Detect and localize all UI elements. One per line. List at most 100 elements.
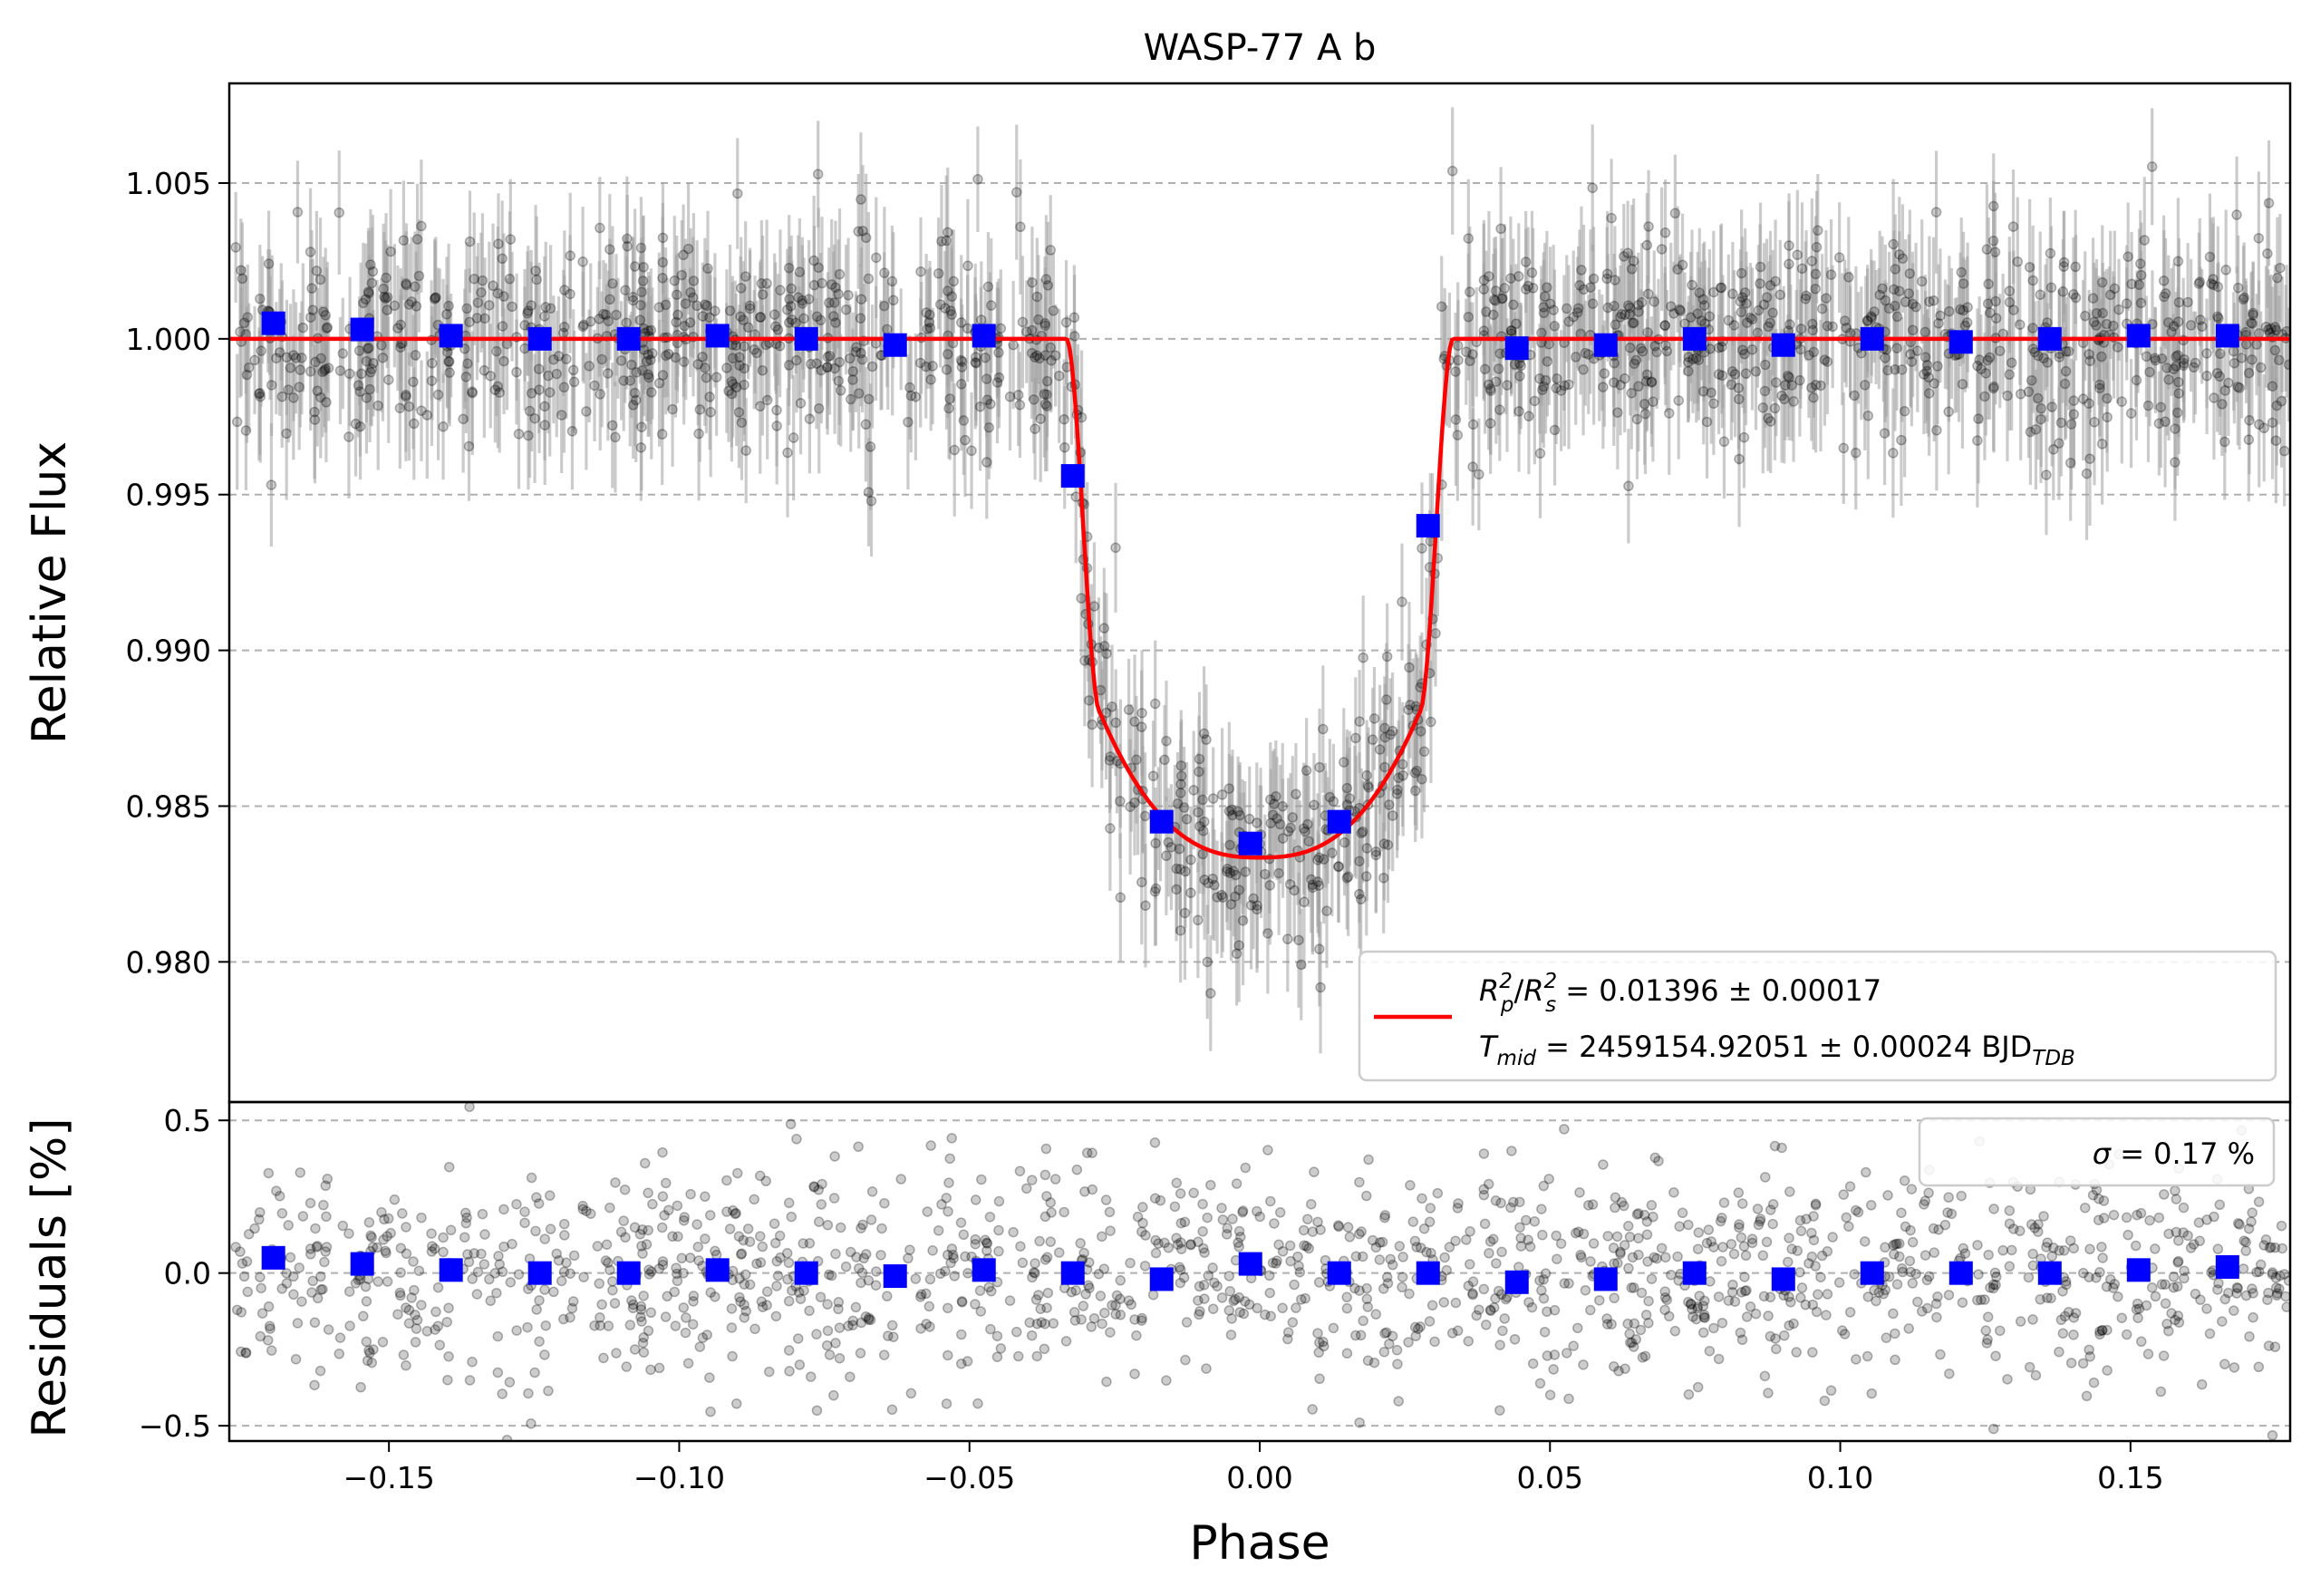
residual-point <box>1641 1351 1650 1360</box>
flux-point <box>2034 352 2043 361</box>
flux-point <box>1650 342 1659 351</box>
residual-point <box>2202 1304 2211 1313</box>
flux-binned-point <box>1150 810 1174 834</box>
flux-point <box>635 315 644 324</box>
residual-point <box>319 1201 328 1210</box>
residual-point <box>1764 1388 1773 1398</box>
residual-point <box>621 1185 630 1195</box>
residual-point <box>356 1383 365 1392</box>
flux-point <box>1175 845 1184 854</box>
flux-point <box>524 306 533 315</box>
flux-y-tick-label: 0.990 <box>126 634 211 669</box>
flux-point <box>2016 320 2025 329</box>
flux-point <box>1828 322 1837 331</box>
flux-point <box>1772 378 1781 387</box>
residual-point <box>1760 1291 1769 1301</box>
flux-point <box>2218 400 2227 409</box>
flux-point <box>854 227 863 236</box>
residual-point <box>335 1333 344 1342</box>
residual-point <box>256 1272 265 1282</box>
residual-point <box>414 1266 423 1275</box>
residual-point <box>401 1303 411 1312</box>
residual-point <box>520 1207 529 1216</box>
residual-point <box>390 1195 399 1204</box>
flux-point <box>1703 417 1712 426</box>
flux-binned-point <box>1328 810 1351 834</box>
flux-point <box>982 458 991 467</box>
residual-point <box>1200 1248 1209 1257</box>
residual-point <box>1678 1208 1687 1217</box>
residual-point <box>684 1359 693 1368</box>
flux-point <box>1030 424 1039 433</box>
flux-point <box>2136 298 2145 307</box>
residual-point <box>498 1267 508 1276</box>
residual-point <box>1111 1301 1120 1310</box>
flux-point <box>2148 162 2157 171</box>
residual-point <box>1719 1198 1728 1207</box>
residual-point <box>2255 1197 2264 1206</box>
flux-point <box>1564 317 1573 326</box>
flux-point <box>727 390 736 399</box>
residual-point <box>523 1323 532 1332</box>
flux-point <box>231 243 240 252</box>
residual-point <box>310 1380 319 1389</box>
residual-point <box>321 1247 330 1256</box>
residual-point <box>1820 1397 1829 1406</box>
flux-binned-point <box>884 334 907 357</box>
residual-point <box>660 1211 669 1220</box>
flux-point <box>1111 718 1120 727</box>
residual-point <box>1795 1268 1804 1277</box>
flux-point <box>1813 243 1822 252</box>
flux-point <box>295 365 305 374</box>
residual-point <box>1078 1301 1088 1311</box>
flux-point <box>1291 789 1301 798</box>
residual-point <box>499 1204 508 1214</box>
flux-point <box>2089 294 2098 303</box>
flux-point <box>399 236 408 245</box>
flux-point <box>1918 277 1927 286</box>
residual-point <box>2123 1231 2132 1240</box>
residual-point <box>825 1270 834 1279</box>
flux-point <box>1752 367 1761 376</box>
flux-point <box>976 402 985 411</box>
residual-point <box>1789 1319 1798 1328</box>
flux-point <box>2213 369 2222 378</box>
residual-point <box>1132 1331 1141 1340</box>
residual-point <box>732 1399 741 1408</box>
flux-point <box>311 358 320 367</box>
residual-point <box>1397 1282 1407 1291</box>
residual-point <box>1537 1204 1546 1214</box>
flux-point <box>1344 872 1353 881</box>
flux-point <box>2036 415 2045 424</box>
flux-point <box>880 268 889 277</box>
flux-point <box>1724 316 1733 325</box>
residual-point <box>1687 1305 1697 1314</box>
residual-point <box>1881 1243 1890 1252</box>
flux-point <box>836 270 845 279</box>
flux-point <box>1500 284 1509 293</box>
flux-point <box>2060 257 2069 266</box>
flux-point <box>2171 424 2180 433</box>
flux-point <box>1913 346 1922 355</box>
flux-point <box>711 306 720 315</box>
flux-point <box>783 449 792 458</box>
flux-point <box>461 372 470 382</box>
flux-point <box>834 376 843 385</box>
residual-point <box>2085 1244 2094 1253</box>
residual-point <box>1130 1369 1139 1378</box>
flux-point <box>639 324 648 334</box>
flux-point <box>763 395 772 404</box>
residual-point <box>1440 1253 1449 1262</box>
flux-point <box>787 284 796 293</box>
flux-point <box>741 446 750 455</box>
residual-point <box>1610 1293 1619 1302</box>
residual-point <box>2164 1327 2173 1336</box>
flux-point <box>864 275 873 284</box>
residual-point <box>1684 1220 1693 1229</box>
residual-point <box>1883 1191 1892 1200</box>
flux-point <box>636 244 645 253</box>
flux-point <box>562 354 571 363</box>
flux-point <box>338 349 347 358</box>
flux-point <box>1088 720 1097 729</box>
residual-point <box>1176 1238 1185 1247</box>
